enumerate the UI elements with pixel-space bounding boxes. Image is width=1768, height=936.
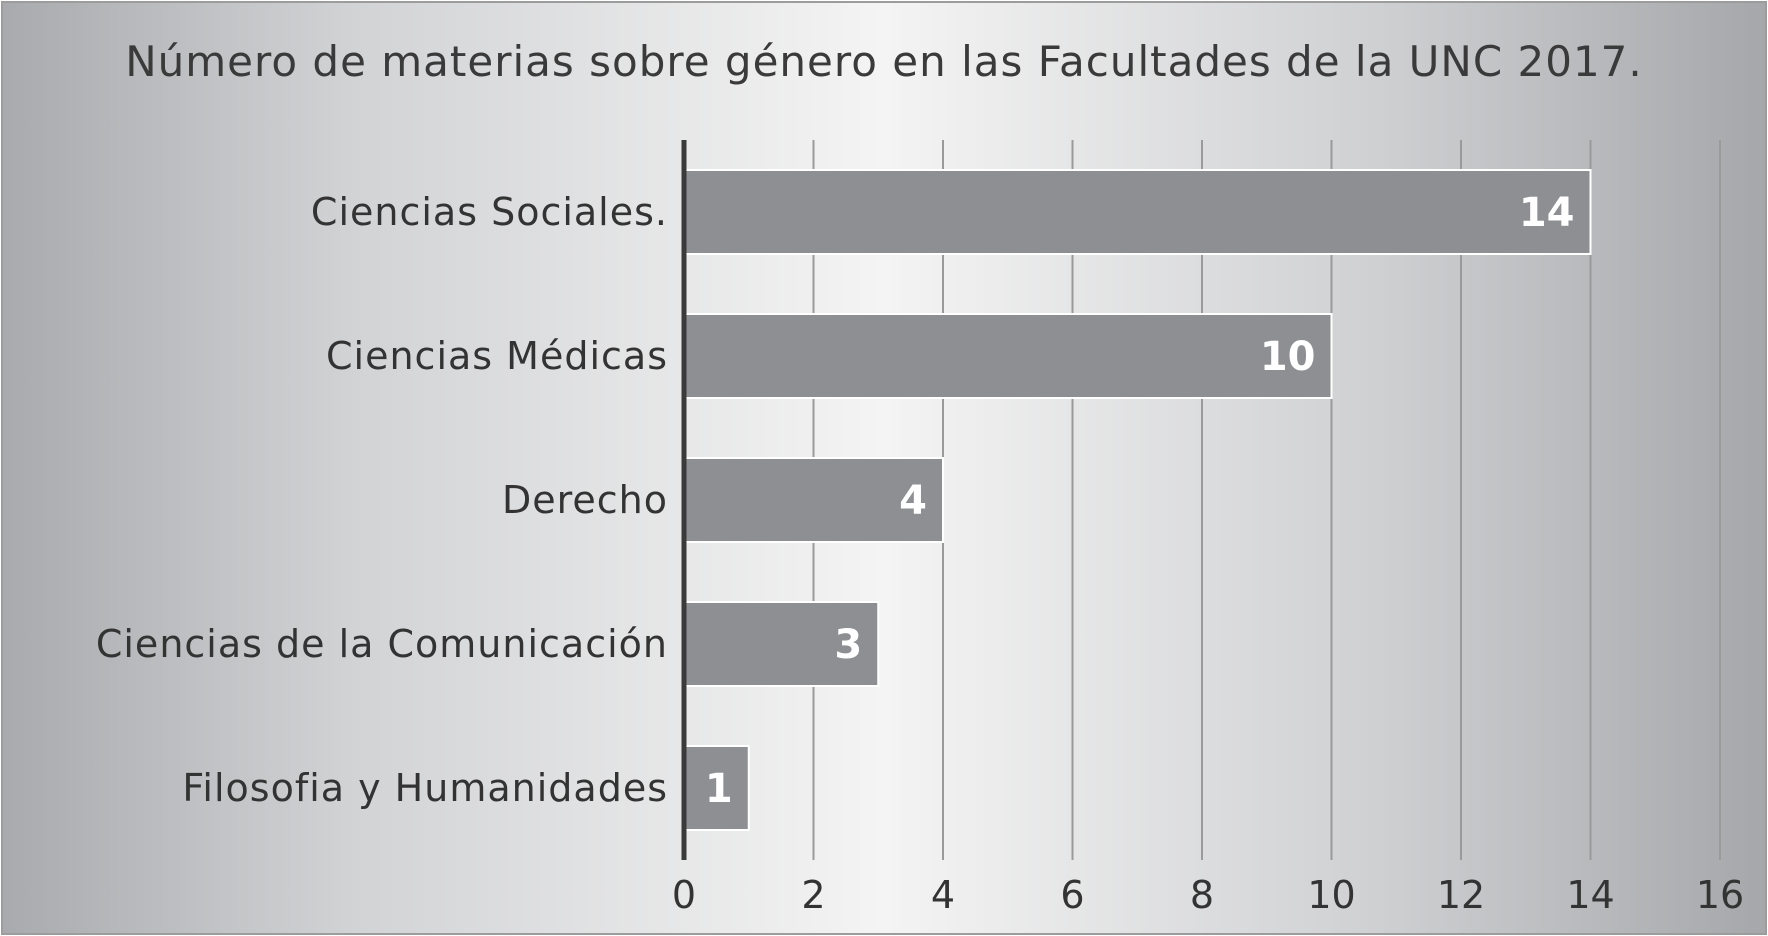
bar-4 [683, 745, 750, 831]
category-label-3: Ciencias de la Comunicación [96, 622, 668, 666]
bar-2 [683, 457, 944, 543]
x-tick-label-0: 0 [672, 873, 696, 917]
x-tick-label-6: 6 [1060, 873, 1084, 917]
data-label-0: 14 [1519, 190, 1575, 236]
data-label-4: 1 [705, 766, 733, 812]
category-label-2: Derecho [502, 478, 668, 522]
bar-3 [683, 601, 880, 687]
chart-title: Número de materias sobre género en las F… [125, 37, 1643, 86]
category-label-4: Filosofia y Humanidades [182, 766, 668, 810]
category-label-0: Ciencias Sociales. [311, 190, 668, 234]
bar-1 [683, 313, 1333, 399]
x-tick-label-4: 4 [931, 873, 955, 917]
x-tick-label-10: 10 [1307, 873, 1355, 917]
bar-0 [683, 169, 1592, 255]
category-label-1: Ciencias Médicas [326, 334, 668, 378]
data-label-2: 4 [899, 478, 927, 524]
x-tick-label-16: 16 [1696, 873, 1744, 917]
gridlines [812, 140, 1721, 860]
x-tick-label-12: 12 [1437, 873, 1485, 917]
bars [683, 169, 1592, 831]
x-tick-label-8: 8 [1190, 873, 1214, 917]
x-tick-label-14: 14 [1566, 873, 1614, 917]
x-tick-label-2: 2 [801, 873, 825, 917]
data-label-3: 3 [834, 622, 862, 668]
data-label-1: 10 [1260, 334, 1316, 380]
